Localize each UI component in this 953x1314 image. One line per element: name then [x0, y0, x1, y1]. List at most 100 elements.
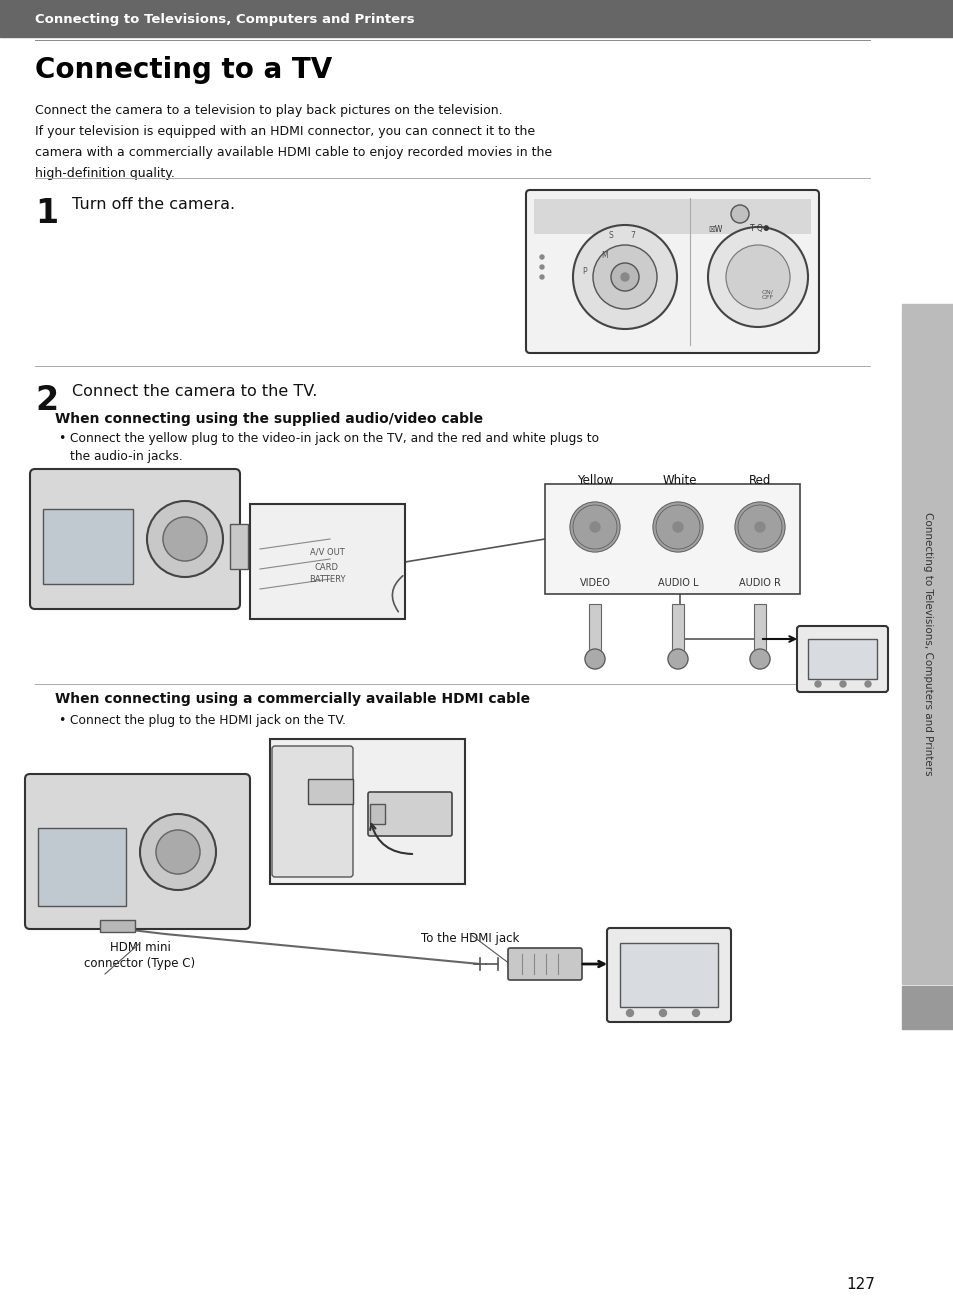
Bar: [619, 943, 718, 1007]
Text: If your television is equipped with an HDMI connector, you can connect it to the: If your television is equipped with an H…: [35, 125, 535, 138]
Circle shape: [814, 681, 821, 687]
Text: AUDIO R: AUDIO R: [739, 578, 781, 587]
Text: BATTERY: BATTERY: [309, 576, 345, 585]
Circle shape: [659, 1009, 666, 1017]
Circle shape: [573, 505, 617, 549]
Circle shape: [620, 273, 628, 281]
Bar: [807, 639, 876, 679]
Circle shape: [539, 265, 543, 269]
Circle shape: [589, 522, 599, 532]
Circle shape: [738, 505, 781, 549]
Text: Connecting to a TV: Connecting to a TV: [35, 57, 332, 84]
Bar: [901, 304, 953, 984]
Circle shape: [539, 275, 543, 279]
Circle shape: [539, 255, 543, 259]
Circle shape: [593, 244, 657, 309]
Text: Red: Red: [748, 474, 770, 487]
Bar: [230, 524, 248, 569]
Bar: [588, 604, 600, 654]
Text: connector (Type C): connector (Type C): [85, 957, 195, 970]
FancyBboxPatch shape: [25, 774, 250, 929]
Circle shape: [656, 505, 700, 549]
Bar: [753, 604, 765, 654]
Circle shape: [667, 649, 687, 669]
Text: P: P: [582, 268, 587, 276]
Text: AUDIO L: AUDIO L: [657, 578, 698, 587]
Text: •: •: [58, 714, 66, 727]
Text: A/V OUT: A/V OUT: [310, 548, 344, 557]
Circle shape: [730, 205, 748, 223]
Text: camera with a commercially available HDMI cable to enjoy recorded movies in the: camera with a commercially available HDM…: [35, 146, 552, 159]
Bar: [544, 484, 800, 594]
Text: Yellow: Yellow: [577, 474, 613, 487]
Text: M: M: [601, 251, 608, 259]
FancyBboxPatch shape: [796, 625, 887, 692]
FancyBboxPatch shape: [272, 746, 353, 876]
Text: Connect the camera to the TV.: Connect the camera to the TV.: [71, 384, 317, 399]
Circle shape: [840, 681, 845, 687]
Bar: [250, 505, 405, 619]
Bar: [0, 0, 953, 37]
Text: Connect the yellow plug to the video-in jack on the TV, and the red and white pl: Connect the yellow plug to the video-in …: [70, 432, 598, 445]
Circle shape: [734, 502, 784, 552]
Circle shape: [707, 227, 807, 327]
Circle shape: [610, 263, 639, 290]
Text: •: •: [58, 432, 66, 445]
FancyBboxPatch shape: [368, 792, 452, 836]
Bar: [308, 779, 353, 804]
Circle shape: [746, 514, 772, 540]
Text: 7: 7: [630, 230, 635, 239]
Circle shape: [742, 510, 776, 544]
Circle shape: [692, 1009, 699, 1017]
Text: VIDEO: VIDEO: [579, 578, 610, 587]
Circle shape: [749, 649, 769, 669]
Circle shape: [140, 813, 215, 890]
FancyBboxPatch shape: [606, 928, 730, 1022]
Circle shape: [581, 514, 607, 540]
Circle shape: [578, 510, 612, 544]
Text: When connecting using a commercially available HDMI cable: When connecting using a commercially ava…: [55, 692, 530, 706]
Circle shape: [584, 649, 604, 669]
Text: Connecting to Televisions, Computers and Printers: Connecting to Televisions, Computers and…: [923, 512, 932, 775]
Circle shape: [626, 1009, 633, 1017]
Text: 1: 1: [35, 197, 58, 230]
Bar: [43, 509, 132, 583]
Circle shape: [569, 502, 619, 552]
Circle shape: [864, 681, 870, 687]
Text: T Q⚉: T Q⚉: [749, 225, 769, 234]
Text: ON/
OFF: ON/ OFF: [761, 289, 773, 301]
Circle shape: [147, 501, 223, 577]
Bar: [270, 738, 464, 884]
Text: CARD: CARD: [314, 562, 338, 572]
Text: high-definition quality.: high-definition quality.: [35, 167, 174, 180]
Circle shape: [664, 514, 690, 540]
Circle shape: [163, 516, 207, 561]
Circle shape: [672, 522, 682, 532]
Bar: [100, 920, 135, 932]
Circle shape: [754, 522, 764, 532]
FancyBboxPatch shape: [507, 947, 581, 980]
Text: S: S: [608, 230, 613, 239]
Bar: [671, 604, 683, 654]
Text: 2: 2: [35, 384, 58, 417]
Text: HDMI mini: HDMI mini: [110, 941, 171, 954]
Text: To the HDMI jack: To the HDMI jack: [420, 932, 518, 945]
Circle shape: [652, 502, 702, 552]
FancyBboxPatch shape: [30, 469, 240, 608]
FancyBboxPatch shape: [525, 191, 818, 353]
Text: Connecting to Televisions, Computers and Printers: Connecting to Televisions, Computers and…: [35, 13, 415, 25]
Bar: [534, 198, 810, 234]
Text: ☒W: ☒W: [707, 225, 721, 234]
Bar: [901, 986, 953, 1029]
Text: Connect the camera to a television to play back pictures on the television.: Connect the camera to a television to pl…: [35, 104, 502, 117]
Text: 127: 127: [845, 1277, 874, 1292]
Text: When connecting using the supplied audio/video cable: When connecting using the supplied audio…: [55, 413, 482, 426]
Text: Connect the plug to the HDMI jack on the TV.: Connect the plug to the HDMI jack on the…: [70, 714, 346, 727]
Text: the audio-in jacks.: the audio-in jacks.: [70, 449, 183, 463]
Circle shape: [573, 225, 677, 328]
Bar: [38, 828, 126, 905]
Text: White: White: [662, 474, 697, 487]
Bar: [370, 804, 385, 824]
Circle shape: [156, 830, 200, 874]
Text: Turn off the camera.: Turn off the camera.: [71, 197, 234, 212]
